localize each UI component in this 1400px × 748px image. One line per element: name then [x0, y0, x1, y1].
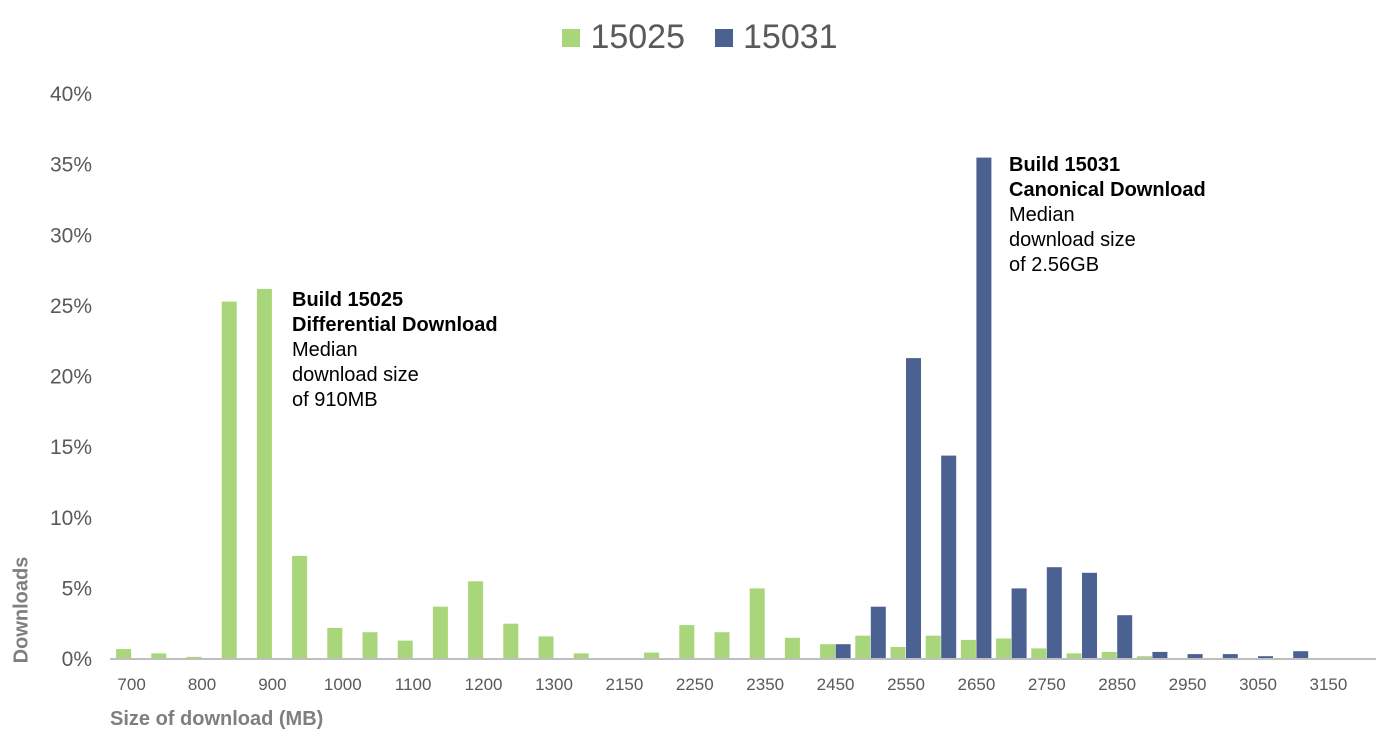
annotation-15025-line-2: download size: [292, 364, 419, 386]
annotation-15031-line-1: Median: [1009, 204, 1075, 226]
bar-15025-2700: [996, 638, 1012, 659]
x-tick-label: 1200: [465, 675, 503, 694]
bar-15025-700: [116, 649, 132, 659]
annotation-15025-line-1: Median: [292, 339, 358, 361]
bar-15025-1050: [362, 632, 378, 659]
bar-15025-2850: [1101, 651, 1117, 659]
legend-item-15025: 15025: [562, 18, 685, 57]
annotation-15025-subtitle: Differential Download: [292, 314, 498, 336]
x-axis-label: Size of download (MB): [110, 708, 324, 730]
bar-15031-2450: [835, 644, 851, 659]
x-tick-label: 1000: [324, 675, 362, 694]
bar-15025-2400: [784, 637, 800, 659]
bar-15031-2900: [1152, 651, 1168, 659]
annotation-15025-title: Build 15025: [292, 289, 404, 311]
annotation-15031-line-3: of 2.56GB: [1009, 254, 1100, 276]
bar-15025-750: [151, 653, 167, 659]
x-tick-label: 1300: [535, 675, 573, 694]
annotation-15025: Build 15025 Differential Download Median…: [292, 288, 498, 413]
x-tick-label: 2250: [676, 675, 714, 694]
bar-15025-2350: [749, 588, 765, 659]
bar-15031-2950: [1187, 654, 1203, 659]
legend: 15025 15031: [0, 18, 1400, 57]
annotation-15031-line-2: download size: [1009, 229, 1136, 251]
y-tick-label: 25%: [50, 295, 92, 318]
legend-swatch-15031: [715, 28, 733, 47]
legend-item-15031: 15031: [715, 18, 838, 57]
annotation-15031-subtitle: Canonical Download: [1009, 179, 1206, 201]
x-tick-label: 2150: [605, 675, 643, 694]
bar-15025-1150: [432, 606, 448, 659]
bar-15025-2250: [679, 625, 695, 659]
bar-15025-2300: [714, 632, 730, 659]
legend-swatch-15025: [562, 28, 581, 47]
bar-15031-3050: [1258, 656, 1273, 659]
bar-15025-2900: [1136, 656, 1152, 659]
y-tick-label: 20%: [50, 366, 92, 389]
bar-15031-2600: [941, 455, 957, 659]
x-tick-label: 2350: [746, 675, 784, 694]
bar-15025-2600: [925, 635, 941, 659]
annotation-15031: Build 15031 Canonical Download Median do…: [1009, 153, 1206, 278]
bar-15025-2500: [855, 635, 871, 659]
bar-15025-2650: [960, 639, 976, 659]
bar-15025-2450: [820, 644, 836, 659]
x-tick-label: 1100: [395, 675, 432, 694]
bar-15031-2550: [906, 358, 921, 659]
bar-15025-850: [221, 301, 237, 659]
x-tick-label: 3050: [1239, 675, 1277, 694]
x-tick-label: 2550: [887, 675, 925, 694]
x-tick-label: 2950: [1169, 675, 1207, 694]
bar-15031-2850: [1117, 615, 1133, 659]
bar-15031-3000: [1222, 654, 1238, 659]
bar-15025-2200: [644, 652, 660, 659]
y-tick-label: 30%: [50, 224, 92, 247]
bar-15025-1100: [397, 640, 413, 659]
x-tick-label: 2750: [1028, 675, 1066, 694]
x-tick-label: 2850: [1098, 675, 1136, 694]
bar-15031-2650: [976, 157, 992, 659]
bar-15025-2750: [1031, 648, 1047, 659]
bar-15025-1250: [503, 623, 519, 659]
bar-15031-2800: [1082, 572, 1097, 659]
x-tick-label: 700: [117, 675, 145, 694]
annotation-15031-title: Build 15031: [1009, 154, 1121, 176]
x-tick-label: 2650: [957, 675, 995, 694]
bar-15025-1200: [468, 581, 484, 659]
bar-15025-2100: [573, 653, 589, 659]
bar-15025-1300: [538, 636, 554, 659]
bar-15031-2500: [870, 606, 886, 659]
legend-label-15031: 15031: [743, 18, 838, 56]
bar-15025-1000: [327, 627, 343, 659]
bar-15025-2550: [890, 647, 906, 659]
legend-label-15025: 15025: [590, 18, 685, 56]
bar-15031-2750: [1046, 567, 1062, 659]
y-tick-label: 0%: [62, 648, 92, 671]
x-tick-label: 3150: [1309, 675, 1347, 694]
x-tick-label: 800: [188, 675, 216, 694]
x-tick-label: 900: [258, 675, 286, 694]
bar-15025-950: [292, 555, 308, 659]
y-tick-label: 15%: [50, 436, 92, 459]
bar-15025-900: [256, 288, 272, 659]
y-tick-label: 35%: [50, 154, 92, 177]
bar-15025-2800: [1066, 653, 1082, 659]
y-tick-label: 5%: [62, 577, 92, 600]
bar-15031-2700: [1011, 588, 1027, 659]
annotation-15025-line-3: of 910MB: [292, 389, 378, 411]
bar-15031-3100: [1293, 651, 1309, 659]
y-axis-label: Downloads: [10, 556, 33, 664]
bar-15025-800: [186, 656, 202, 659]
y-tick-label: 10%: [50, 507, 92, 530]
y-tick-label: 40%: [50, 83, 92, 106]
x-tick-label: 2450: [817, 675, 855, 694]
